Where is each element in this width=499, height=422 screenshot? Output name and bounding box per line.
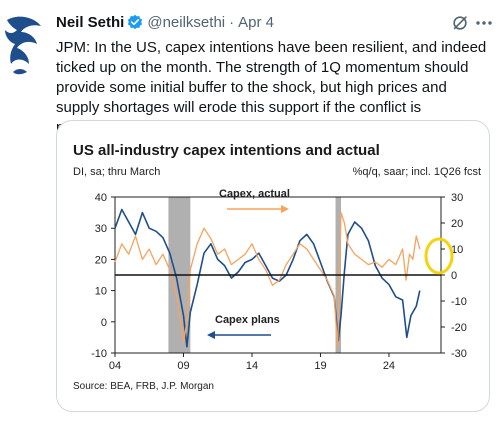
left-tick-label: 40: [95, 192, 107, 204]
x-tick-label: 04: [109, 360, 121, 372]
x-tick-label: 24: [383, 360, 395, 372]
arrow-actual-head: [281, 205, 289, 213]
x-tick-label: 14: [246, 360, 258, 372]
grok-icon[interactable]: [451, 14, 469, 32]
tweet-media-chart[interactable]: US all-industry capex intentions and act…: [56, 120, 490, 412]
left-tick-label: 0: [101, 317, 107, 329]
arrow-plans-head: [207, 331, 215, 339]
tweet-date[interactable]: Apr 4: [238, 13, 274, 31]
right-tick-label: -20: [451, 322, 467, 334]
action-row: [56, 412, 488, 422]
right-tick-label: -10: [451, 296, 467, 308]
annotation-plans: Capex plans: [215, 314, 280, 326]
highlight-circle: [424, 237, 454, 275]
right-tick-label: -30: [451, 348, 467, 360]
left-tick-label: 30: [95, 223, 107, 235]
chart-source: Source: BEA, FRB, J.P. Morgan: [73, 381, 214, 392]
author-handle[interactable]: @neilksethi: [147, 13, 226, 31]
more-options-icon[interactable]: [474, 13, 494, 33]
x-tick-label: 19: [314, 360, 326, 372]
right-tick-label: 0: [451, 270, 457, 282]
tweet-header: Neil Sethi @neilksethi · Apr 4: [56, 12, 274, 32]
separator: ·: [229, 13, 235, 31]
author-name[interactable]: Neil Sethi: [56, 13, 125, 31]
right-tick-label: 20: [451, 218, 463, 230]
series-line-capex-actual: [114, 211, 421, 349]
right-tick-label: 10: [451, 244, 463, 256]
left-tick-label: 20: [95, 254, 107, 266]
right-tick-label: 30: [451, 192, 463, 204]
capex-chart: US all-industry capex intentions and act…: [73, 142, 481, 392]
verified-badge-icon: [128, 14, 143, 30]
avatar[interactable]: [3, 12, 43, 82]
left-tick-label: 10: [95, 286, 107, 298]
left-tick-label: -10: [91, 348, 107, 360]
left-axis-note: DI, sa; thru March: [73, 166, 160, 178]
annotation-actual: Capex, actual: [219, 188, 290, 200]
x-tick-label: 09: [177, 360, 189, 372]
right-axis-note: %q/q, saar; incl. 1Q26 fcst: [353, 166, 481, 178]
chart-title: US all-industry capex intentions and act…: [73, 142, 380, 159]
series-line-capex-plans: [114, 208, 421, 348]
